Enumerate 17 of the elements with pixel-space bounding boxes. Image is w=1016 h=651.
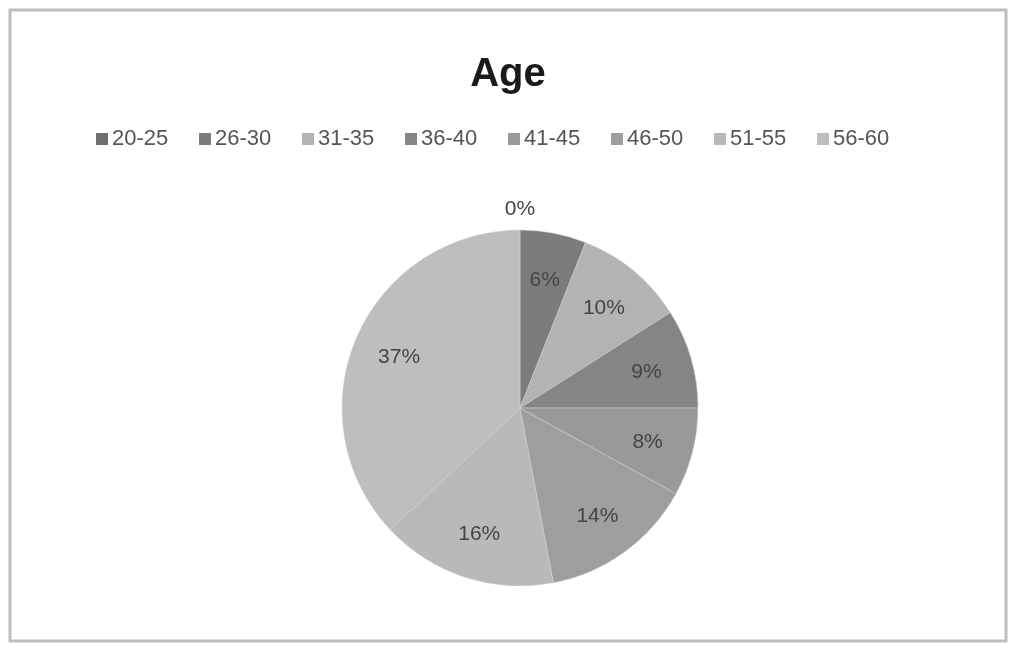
legend-label: 26-30 bbox=[215, 125, 272, 150]
legend-label: 46-50 bbox=[627, 125, 684, 150]
legend-label: 41-45 bbox=[524, 125, 581, 150]
data-label: 8% bbox=[632, 428, 663, 452]
legend-label: 36-40 bbox=[421, 125, 478, 150]
data-label: 14% bbox=[576, 502, 619, 526]
data-label: 6% bbox=[529, 266, 560, 290]
legend-label: 20-25 bbox=[112, 125, 169, 150]
text: 0% bbox=[504, 196, 536, 219]
legend-label: 56-60 bbox=[833, 125, 890, 150]
legend-label: 51-55 bbox=[730, 125, 787, 150]
data-label: 37% bbox=[378, 343, 421, 367]
chart-title: Age bbox=[470, 50, 546, 94]
data-label: 9% bbox=[631, 359, 662, 383]
legend-label: 31-35 bbox=[318, 125, 375, 150]
data-label: 10% bbox=[582, 294, 625, 318]
data-label: 16% bbox=[458, 521, 501, 545]
